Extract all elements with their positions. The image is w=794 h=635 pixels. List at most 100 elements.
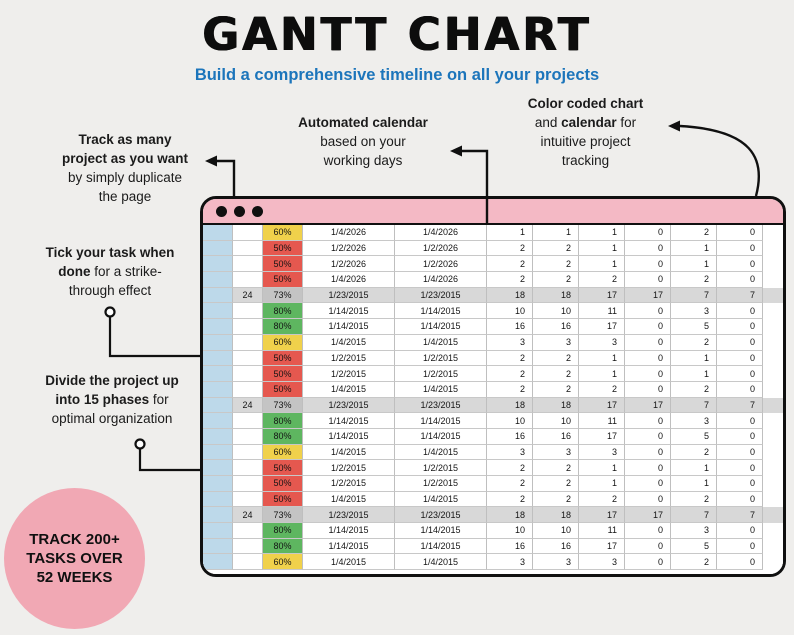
cell-value-6[interactable]: 0 — [717, 381, 763, 398]
cell-value-1[interactable]: 18 — [487, 507, 533, 524]
cell-value-4[interactable]: 0 — [625, 413, 671, 429]
cell-value-6[interactable]: 0 — [717, 538, 763, 555]
cell-value-2[interactable]: 16 — [533, 319, 579, 335]
cell-value-6[interactable]: 0 — [717, 428, 763, 445]
cell-value-4[interactable]: 0 — [625, 491, 671, 508]
cell-start-date[interactable]: 1/14/2015 — [303, 428, 395, 445]
cell-value-2[interactable]: 3 — [533, 334, 579, 351]
cell-end-date[interactable]: 1/14/2015 — [395, 319, 487, 335]
cell-value-5[interactable]: 1 — [671, 366, 717, 382]
cell-value-2[interactable]: 2 — [533, 240, 579, 257]
cell-progress[interactable]: 60% — [263, 444, 303, 461]
cell-done-checkbox[interactable] — [203, 428, 233, 445]
cell-progress[interactable]: 80% — [263, 413, 303, 429]
cell-start-date[interactable]: 1/14/2015 — [303, 319, 395, 335]
cell-progress[interactable]: 50% — [263, 256, 303, 273]
cell-start-date[interactable]: 1/2/2026 — [303, 256, 395, 273]
cell-value-2[interactable]: 16 — [533, 538, 579, 555]
cell-phase-number[interactable] — [233, 476, 263, 492]
cell-value-3[interactable]: 11 — [579, 303, 625, 320]
cell-value-3[interactable]: 1 — [579, 476, 625, 492]
cell-start-date[interactable]: 1/2/2015 — [303, 460, 395, 476]
cell-value-2[interactable]: 2 — [533, 476, 579, 492]
cell-value-3[interactable]: 17 — [579, 319, 625, 335]
cell-value-2[interactable]: 2 — [533, 491, 579, 508]
cell-value-1[interactable]: 3 — [487, 334, 533, 351]
cell-value-2[interactable]: 16 — [533, 428, 579, 445]
cell-value-2[interactable]: 2 — [533, 256, 579, 273]
cell-progress[interactable]: 80% — [263, 303, 303, 320]
cell-start-date[interactable]: 1/14/2015 — [303, 523, 395, 539]
cell-value-2[interactable]: 1 — [533, 225, 579, 241]
cell-value-1[interactable]: 2 — [487, 256, 533, 273]
cell-value-6[interactable]: 0 — [717, 334, 763, 351]
cell-value-1[interactable]: 2 — [487, 460, 533, 476]
cell-done-checkbox[interactable] — [203, 491, 233, 508]
cell-value-6[interactable]: 0 — [717, 491, 763, 508]
cell-value-5[interactable]: 7 — [671, 397, 717, 414]
cell-start-date[interactable]: 1/4/2015 — [303, 334, 395, 351]
cell-value-2[interactable]: 18 — [533, 507, 579, 524]
cell-value-3[interactable]: 3 — [579, 334, 625, 351]
cell-progress[interactable]: 80% — [263, 319, 303, 335]
cell-value-5[interactable]: 2 — [671, 554, 717, 571]
cell-value-1[interactable]: 16 — [487, 428, 533, 445]
cell-progress[interactable]: 50% — [263, 381, 303, 398]
cell-value-2[interactable]: 2 — [533, 381, 579, 398]
cell-value-6[interactable]: 0 — [717, 319, 763, 335]
cell-phase-number[interactable]: 24 — [233, 287, 263, 304]
cell-value-3[interactable]: 1 — [579, 240, 625, 257]
cell-done-checkbox[interactable] — [203, 366, 233, 382]
cell-value-4[interactable]: 0 — [625, 366, 671, 382]
cell-end-date[interactable]: 1/4/2026 — [395, 225, 487, 241]
cell-value-1[interactable]: 2 — [487, 476, 533, 492]
cell-value-6[interactable]: 0 — [717, 225, 763, 241]
cell-value-5[interactable]: 2 — [671, 225, 717, 241]
cell-value-3[interactable]: 11 — [579, 523, 625, 539]
cell-value-1[interactable]: 3 — [487, 444, 533, 461]
cell-start-date[interactable]: 1/23/2015 — [303, 507, 395, 524]
cell-end-date[interactable]: 1/2/2015 — [395, 350, 487, 367]
cell-done-checkbox[interactable] — [203, 381, 233, 398]
cell-end-date[interactable]: 1/14/2015 — [395, 428, 487, 445]
cell-value-3[interactable]: 1 — [579, 225, 625, 241]
cell-progress[interactable]: 73% — [263, 507, 303, 524]
cell-start-date[interactable]: 1/4/2015 — [303, 444, 395, 461]
cell-end-date[interactable]: 1/14/2015 — [395, 538, 487, 555]
cell-value-6[interactable]: 0 — [717, 554, 763, 571]
cell-value-4[interactable]: 0 — [625, 538, 671, 555]
cell-progress[interactable]: 50% — [263, 366, 303, 382]
cell-value-2[interactable]: 18 — [533, 287, 579, 304]
cell-done-checkbox[interactable] — [203, 397, 233, 414]
cell-value-3[interactable]: 17 — [579, 397, 625, 414]
cell-end-date[interactable]: 1/2/2015 — [395, 460, 487, 476]
cell-phase-number[interactable] — [233, 272, 263, 288]
cell-value-4[interactable]: 17 — [625, 287, 671, 304]
cell-value-6[interactable]: 7 — [717, 397, 763, 414]
cell-value-5[interactable]: 2 — [671, 444, 717, 461]
cell-value-5[interactable]: 1 — [671, 240, 717, 257]
cell-value-4[interactable]: 0 — [625, 523, 671, 539]
cell-progress[interactable]: 60% — [263, 225, 303, 241]
cell-value-1[interactable]: 16 — [487, 319, 533, 335]
cell-phase-number[interactable]: 24 — [233, 507, 263, 524]
cell-progress[interactable]: 60% — [263, 334, 303, 351]
cell-value-1[interactable]: 2 — [487, 491, 533, 508]
cell-start-date[interactable]: 1/4/2026 — [303, 225, 395, 241]
cell-value-5[interactable]: 2 — [671, 272, 717, 288]
cell-end-date[interactable]: 1/4/2015 — [395, 381, 487, 398]
cell-value-3[interactable]: 1 — [579, 350, 625, 367]
cell-phase-number[interactable] — [233, 350, 263, 367]
cell-progress[interactable]: 50% — [263, 460, 303, 476]
cell-end-date[interactable]: 1/14/2015 — [395, 523, 487, 539]
cell-value-5[interactable]: 7 — [671, 287, 717, 304]
cell-value-2[interactable]: 2 — [533, 350, 579, 367]
cell-value-4[interactable]: 17 — [625, 507, 671, 524]
cell-done-checkbox[interactable] — [203, 334, 233, 351]
cell-value-4[interactable]: 0 — [625, 428, 671, 445]
cell-value-1[interactable]: 2 — [487, 350, 533, 367]
cell-value-1[interactable]: 2 — [487, 381, 533, 398]
cell-value-3[interactable]: 17 — [579, 287, 625, 304]
cell-value-6[interactable]: 0 — [717, 460, 763, 476]
cell-start-date[interactable]: 1/23/2015 — [303, 397, 395, 414]
